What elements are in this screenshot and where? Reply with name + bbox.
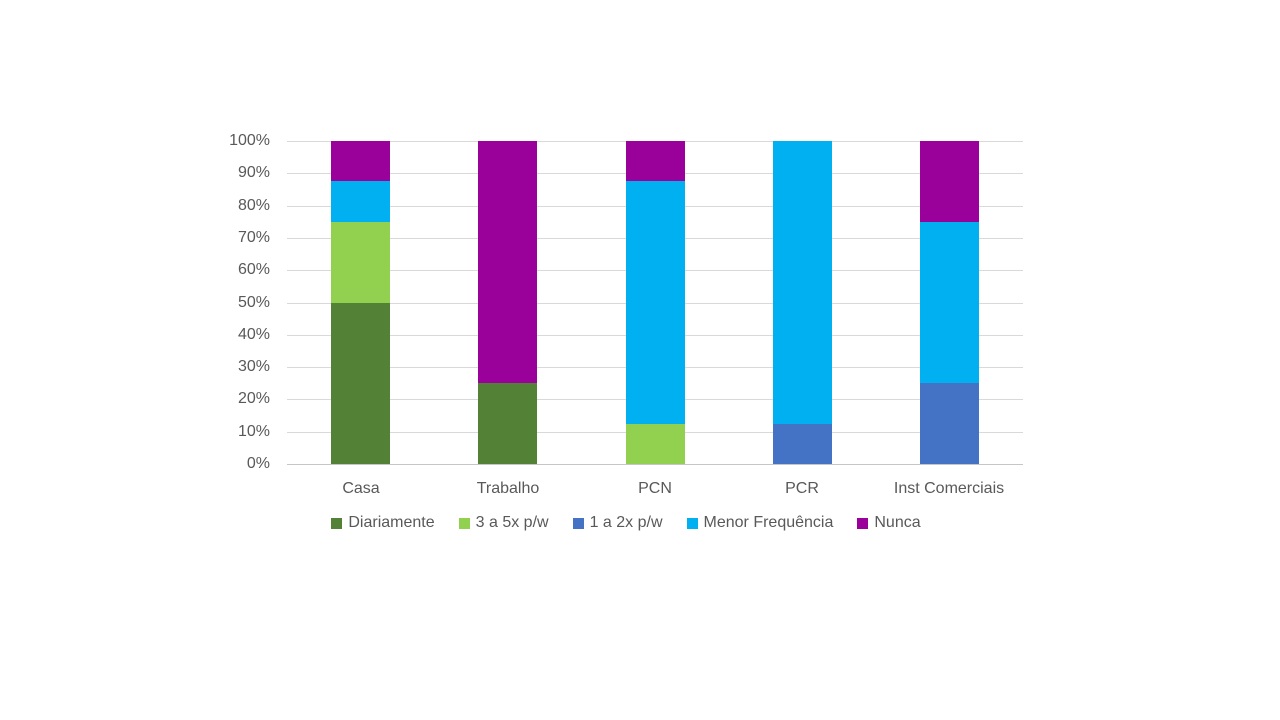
legend-swatch-icon bbox=[331, 517, 343, 529]
bar-PCR bbox=[773, 141, 832, 464]
segment-Nunca bbox=[626, 141, 685, 182]
plot-area bbox=[287, 141, 1023, 465]
x-category-label: Casa bbox=[342, 480, 380, 497]
bar-Casa bbox=[331, 141, 390, 464]
bar-stack bbox=[478, 141, 537, 464]
bar-Inst Comerciais bbox=[920, 141, 979, 464]
legend-swatch-icon bbox=[686, 517, 698, 529]
y-tick-label: 10% bbox=[237, 423, 270, 440]
legend-swatch-icon bbox=[458, 517, 470, 529]
legend-label: Nunca bbox=[874, 514, 921, 531]
y-tick-label: 20% bbox=[237, 390, 270, 407]
segment-Menor Frequência bbox=[920, 221, 979, 384]
legend-swatch-icon bbox=[572, 517, 584, 529]
y-tick-label: 0% bbox=[246, 455, 270, 472]
segment-1 a 2x p/w bbox=[920, 383, 979, 464]
bar-stack bbox=[626, 141, 685, 464]
y-tick-label: 30% bbox=[237, 358, 270, 375]
legend-item-1 a 2x p/w: 1 a 2x p/w bbox=[572, 514, 663, 532]
segment-Diariamente bbox=[331, 302, 390, 464]
x-category-label: PCN bbox=[638, 480, 672, 497]
segment-Nunca bbox=[331, 141, 390, 182]
bar-stack bbox=[331, 141, 390, 464]
chart-legend: Diariamente 3 a 5x p/w 1 a 2x p/w Menor Fre… bbox=[220, 514, 1032, 532]
y-tick-label: 40% bbox=[237, 326, 270, 343]
legend-label: Diariamente bbox=[348, 514, 435, 531]
legend-swatch-icon bbox=[857, 517, 869, 529]
bar-stack bbox=[773, 141, 832, 464]
gridline-0% bbox=[287, 464, 1023, 465]
segment-Menor Frequência bbox=[331, 181, 390, 222]
y-tick-label: 90% bbox=[237, 164, 270, 181]
segment-Nunca bbox=[478, 141, 537, 384]
legend-label: Menor Frequência bbox=[703, 514, 834, 531]
y-tick-label: 70% bbox=[237, 229, 270, 246]
bar-stack bbox=[920, 141, 979, 464]
y-tick-label: 80% bbox=[237, 197, 270, 214]
legend-label: 3 a 5x p/w bbox=[475, 514, 549, 531]
segment-Diariamente bbox=[478, 383, 537, 464]
legend-item-Nunca: Nunca bbox=[857, 514, 921, 532]
legend-item-Diariamente: Diariamente bbox=[331, 514, 435, 532]
y-tick-label: 100% bbox=[229, 132, 270, 149]
segment-1 a 2x p/w bbox=[773, 423, 832, 464]
bar-Trabalho bbox=[478, 141, 537, 464]
legend-label: 1 a 2x p/w bbox=[589, 514, 663, 531]
bar-PCN bbox=[626, 141, 685, 464]
segment-Menor Frequência bbox=[626, 181, 685, 424]
segment-Menor Frequência bbox=[773, 141, 832, 424]
y-tick-label: 50% bbox=[237, 294, 270, 311]
x-category-label: Trabalho bbox=[476, 480, 540, 497]
segment-3 a 5x p/w bbox=[331, 221, 390, 303]
legend-item-3 a 5x p/w: 3 a 5x p/w bbox=[458, 514, 549, 532]
x-category-label: PCR bbox=[785, 480, 819, 497]
legend-item-Menor Frequência: Menor Frequência bbox=[686, 514, 834, 532]
x-category-label: Inst Comerciais bbox=[893, 480, 1005, 497]
y-tick-label: 60% bbox=[237, 261, 270, 278]
segment-3 a 5x p/w bbox=[626, 423, 685, 464]
segment-Nunca bbox=[920, 141, 979, 222]
